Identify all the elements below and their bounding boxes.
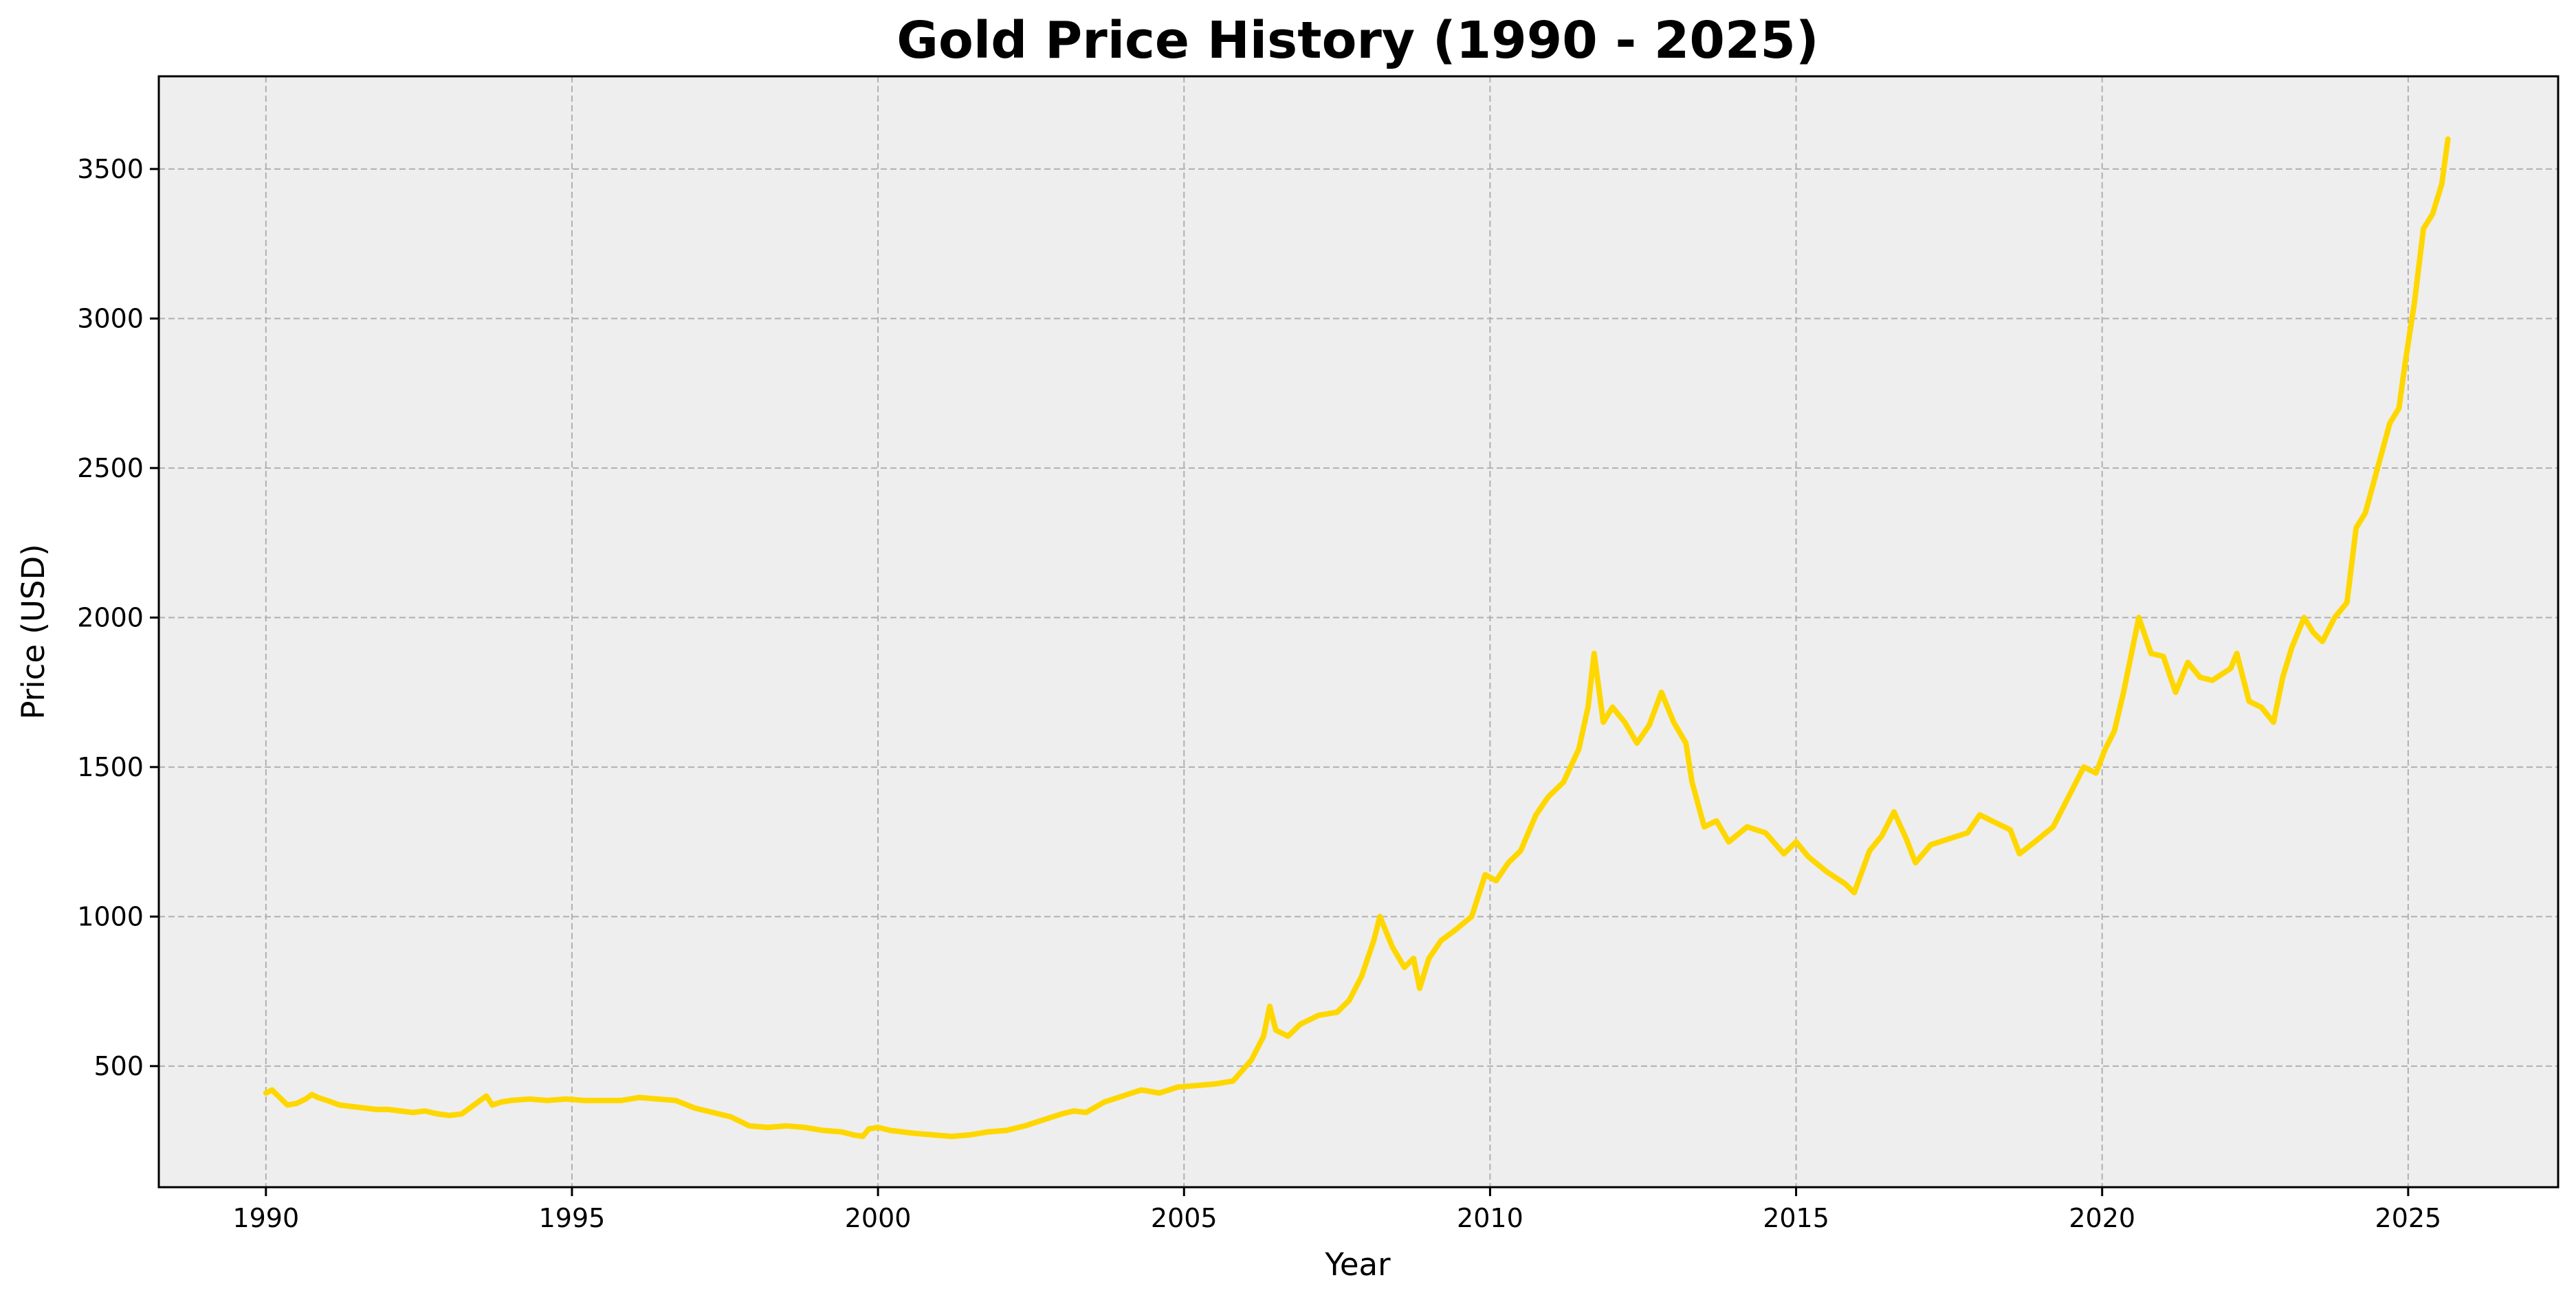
plot-background: [159, 76, 2558, 1187]
x-axis-label: Year: [1324, 1246, 1391, 1283]
plot-frame: [157, 75, 2560, 1189]
x-tick-label: 2000: [845, 1203, 912, 1233]
x-tick-label: 2020: [2069, 1203, 2135, 1233]
grid: [159, 76, 2558, 1187]
axis-ticks: 1990 1995 2000 2005 2010 2015 2020 2025 500 1000 1…: [77, 154, 2441, 1233]
x-tick-label: 2010: [1457, 1203, 1523, 1233]
y-axis-label: Price (USD): [15, 544, 52, 719]
y-tick-label: 3000: [77, 303, 144, 333]
x-tick-label: 2005: [1151, 1203, 1218, 1233]
y-tick-label: 2000: [77, 602, 144, 632]
x-tick-label: 1990: [232, 1203, 299, 1233]
y-tick-label: 2500: [77, 453, 144, 483]
x-tick-label: 1995: [539, 1203, 606, 1233]
y-tick-label: 1000: [77, 901, 144, 931]
chart-title: Gold Price History (1990 - 2025): [896, 11, 1818, 70]
y-tick-label: 500: [93, 1051, 144, 1081]
x-tick-label: 2025: [2375, 1203, 2442, 1233]
x-tick-label: 2015: [1763, 1203, 1829, 1233]
gold-price-line: [263, 136, 2451, 1140]
y-tick-label: 1500: [77, 752, 144, 782]
y-tick-label: 3500: [77, 154, 144, 184]
